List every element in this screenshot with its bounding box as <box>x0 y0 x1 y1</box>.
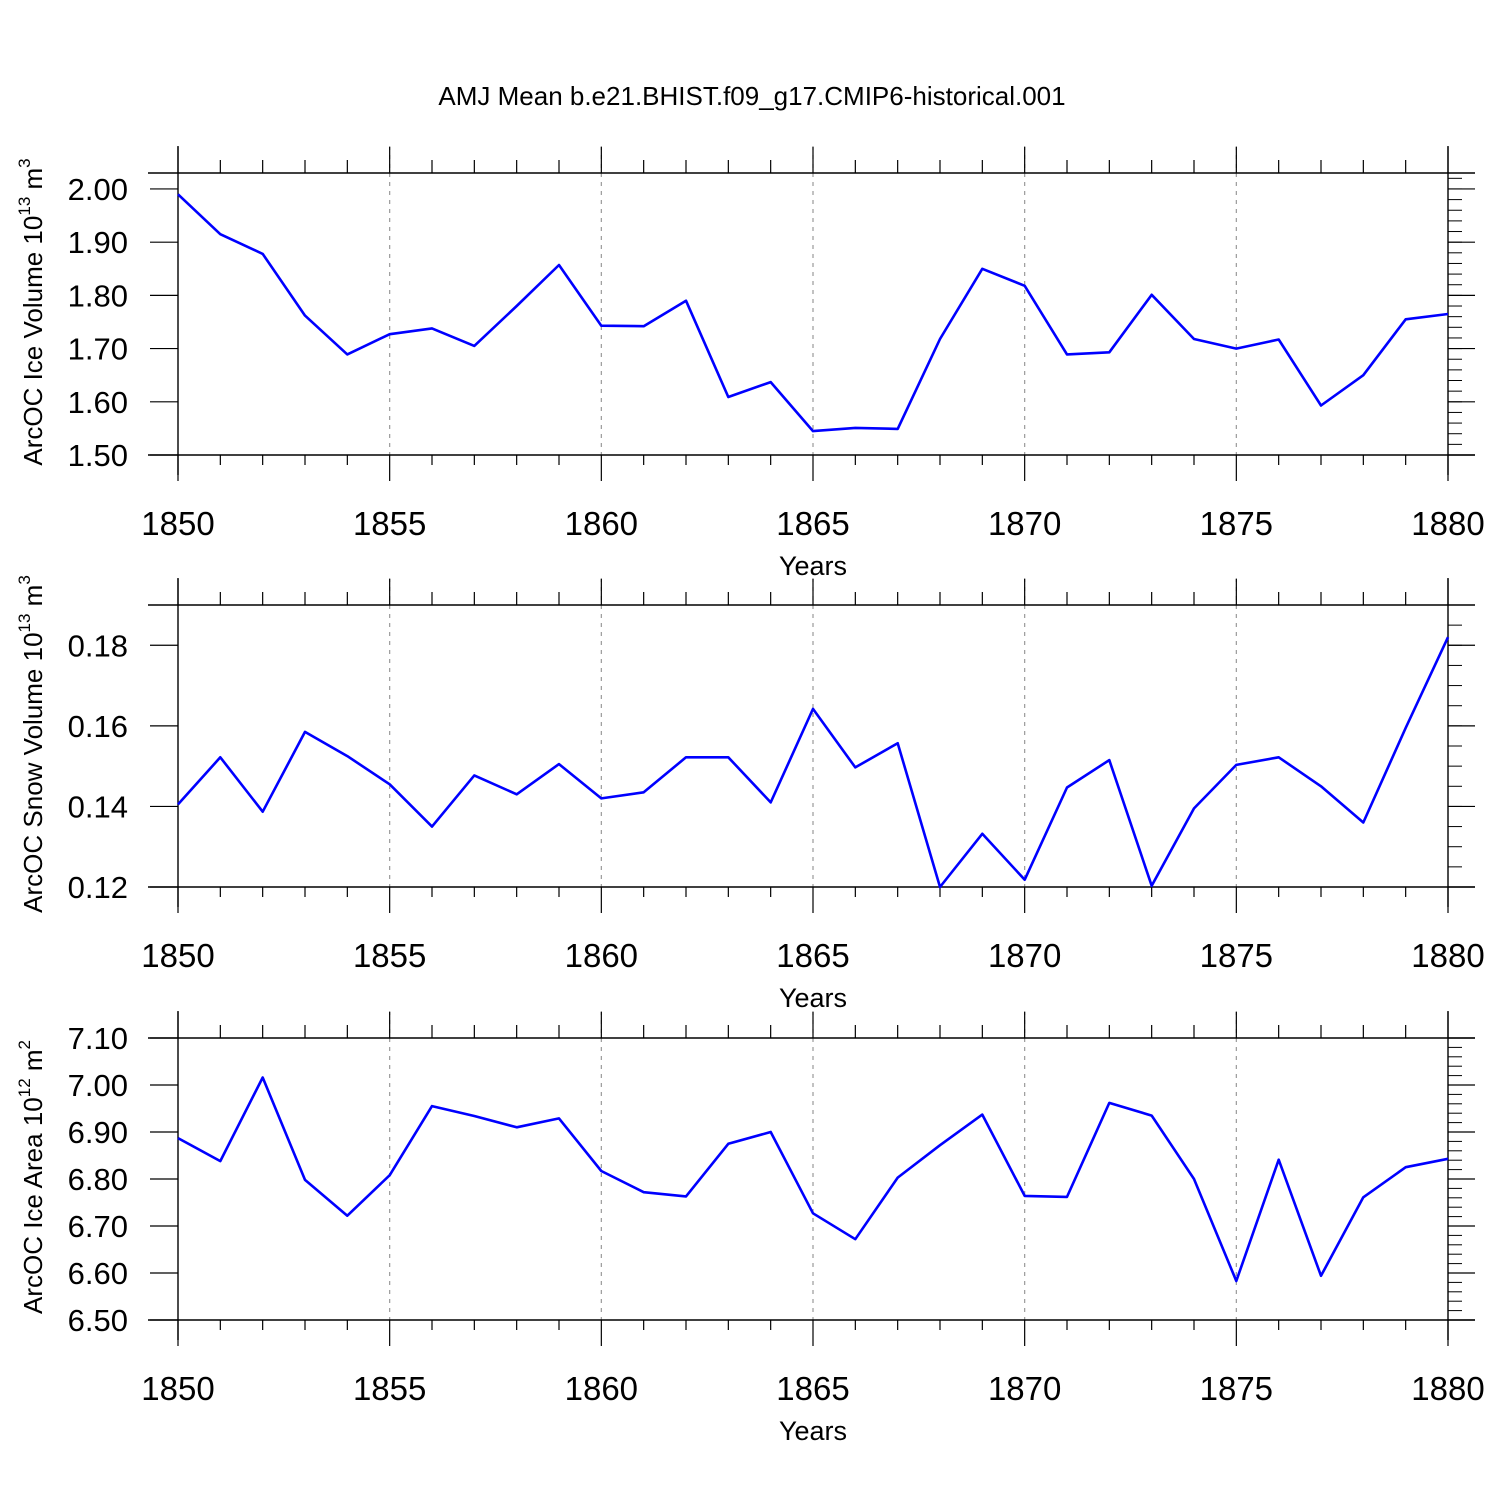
panel-ice-area-x-tick-label: 1870 <box>988 1370 1061 1407</box>
panel-snow-volume-series-line <box>177 636 1450 889</box>
panel-ice-area-x-tick-label: 1865 <box>776 1370 849 1407</box>
panel-snow-volume-y-tick-label: 0.12 <box>68 870 128 905</box>
panel-ice-area-y-tick-label: 6.90 <box>68 1115 128 1150</box>
panel-snow-volume-x-tick-label: 1850 <box>141 937 214 974</box>
panel-ice-volume-x-tick-label: 1865 <box>776 505 849 542</box>
panel-ice-volume-x-tick-label: 1870 <box>988 505 1061 542</box>
panel-ice-volume-y-tick-label: 1.60 <box>68 385 128 420</box>
panel-snow-volume-x-tick-label: 1855 <box>353 937 426 974</box>
panel-ice-area-y-tick-label: 6.50 <box>68 1303 128 1338</box>
panel-ice-area-x-tick-label: 1850 <box>141 1370 214 1407</box>
panel-ice-volume-x-tick-label: 1855 <box>353 505 426 542</box>
panel-ice-area-x-tick-label: 1860 <box>565 1370 638 1407</box>
panel-ice-area-xlabel: Years <box>779 1416 847 1446</box>
panel-snow-volume-y-tick-label: 0.14 <box>68 789 128 824</box>
panel-snow-volume-xlabel: Years <box>779 983 847 1013</box>
panel-ice-volume-x-tick-label: 1850 <box>141 505 214 542</box>
panel-ice-volume-y-tick-label: 2.00 <box>68 172 128 207</box>
panel-ice-area-y-tick-label: 6.60 <box>68 1256 128 1291</box>
panel-ice-volume-series-line <box>177 193 1449 433</box>
panel-ice-area: ArcOC Ice Area 1012 m2 1850 1855 1860 1865 1… <box>15 1011 1485 1446</box>
panel-snow-volume-x-tick-label: 1860 <box>565 937 638 974</box>
panel-snow-volume-x-tick-label: 1870 <box>988 937 1061 974</box>
panel-snow-volume-x-tick-label: 1880 <box>1411 937 1484 974</box>
panel-snow-volume-ylabel: ArcOC Snow Volume 1013 m3 <box>15 575 48 913</box>
panel-ice-area-x-tick-label: 1880 <box>1411 1370 1484 1407</box>
panel-ice-volume-y-tick-label: 1.90 <box>68 225 128 260</box>
panel-ice-area-ylabel: ArcOC Ice Area 1012 m2 <box>15 1040 48 1314</box>
panel-ice-area-x-tick-label: 1855 <box>353 1370 426 1407</box>
panel-ice-volume-xlabel: Years <box>779 551 847 581</box>
panel-snow-volume: ArcOC Snow Volume 1013 m3 1850 1855 1860 18… <box>15 575 1485 1013</box>
panel-ice-area-y-tick-label: 7.10 <box>68 1021 128 1056</box>
panel-snow-volume-y-tick-label: 0.18 <box>68 628 128 663</box>
panel-ice-volume-y-tick-label: 1.50 <box>68 438 128 473</box>
panel-ice-area-series-line <box>177 1076 1449 1283</box>
panel-ice-area-y-tick-label: 6.70 <box>68 1209 128 1244</box>
panel-ice-volume: ArcOC Ice Volume 1013 m3 1850 1855 1860 186… <box>15 146 1485 581</box>
panel-ice-volume-y-tick-label: 1.70 <box>68 332 128 367</box>
panel-ice-area-x-tick-label: 1875 <box>1200 1370 1273 1407</box>
panel-ice-area-y-tick-label: 6.80 <box>68 1162 128 1197</box>
panel-snow-volume-x-tick-label: 1865 <box>776 937 849 974</box>
panel-snow-volume-y-tick-label: 0.16 <box>68 709 128 744</box>
chart-title: AMJ Mean b.e21.BHIST.f09_g17.CMIP6-histo… <box>438 81 1065 111</box>
panel-ice-volume-x-tick-label: 1880 <box>1411 505 1484 542</box>
panel-ice-volume-x-tick-label: 1860 <box>565 505 638 542</box>
panel-snow-volume-x-tick-label: 1875 <box>1200 937 1273 974</box>
panel-ice-volume-ylabel: ArcOC Ice Volume 1013 m3 <box>15 158 48 465</box>
panel-ice-volume-y-tick-label: 1.80 <box>68 278 128 313</box>
panel-ice-area-y-tick-label: 7.00 <box>68 1068 128 1103</box>
panel-ice-volume-x-tick-label: 1875 <box>1200 505 1273 542</box>
